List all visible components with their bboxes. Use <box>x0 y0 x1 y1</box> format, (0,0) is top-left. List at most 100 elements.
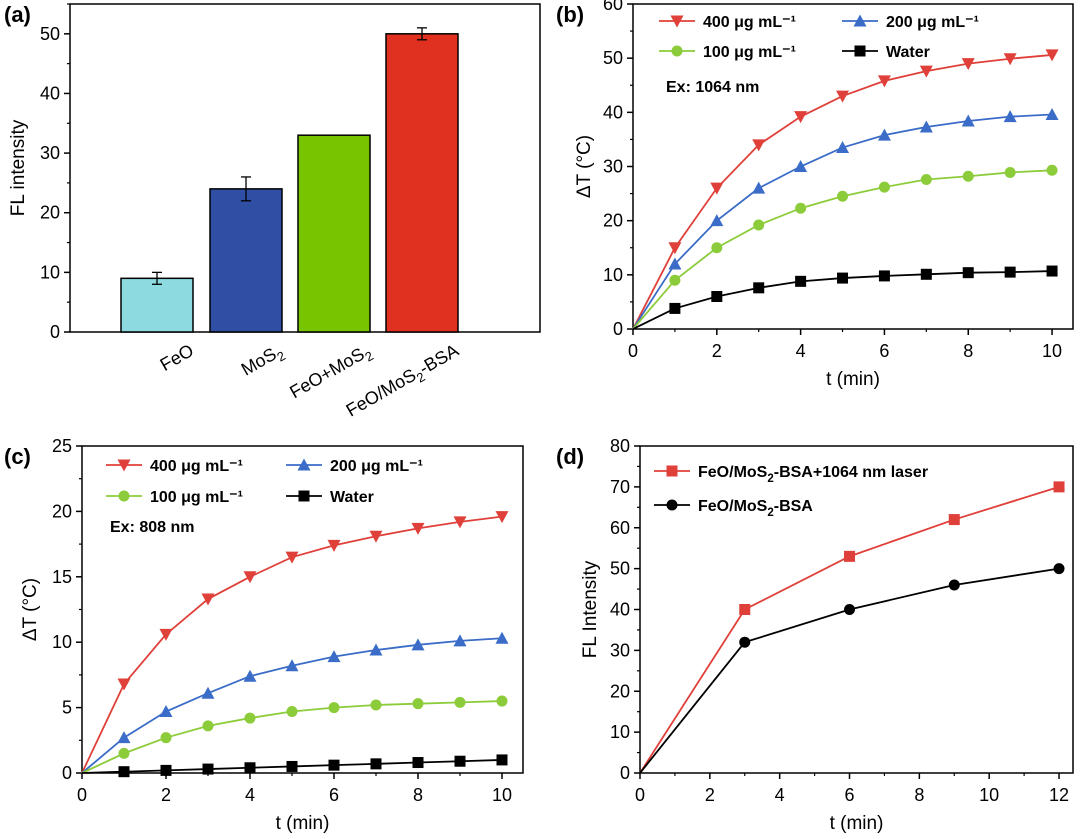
x-tick-label: 0 <box>628 341 638 361</box>
legend-label: 100 μg mL⁻¹ <box>703 44 796 61</box>
data-point <box>1053 563 1065 575</box>
data-point <box>961 58 975 71</box>
data-point <box>1003 53 1017 66</box>
data-point <box>668 242 682 255</box>
data-point <box>711 242 723 254</box>
panel-label: (b) <box>556 2 584 27</box>
data-point <box>118 766 130 778</box>
legend-label: FeO/MoS2-BSA <box>698 498 813 519</box>
x-category-label-base: MoS <box>238 344 280 380</box>
x-tick-label: 10 <box>492 785 512 805</box>
legend-marker <box>666 499 678 511</box>
plot-frame <box>632 3 1074 330</box>
y-tick-label: 50 <box>610 559 630 579</box>
data-point <box>961 114 975 127</box>
y-tick-label: 30 <box>40 143 60 163</box>
excitation-annotation: Ex: 1064 nm <box>666 79 759 96</box>
data-point <box>1046 265 1058 277</box>
data-point <box>454 755 466 767</box>
data-point <box>411 638 425 651</box>
x-tick-label: 4 <box>796 341 806 361</box>
data-point <box>836 141 850 154</box>
y-tick-label: 30 <box>603 157 623 177</box>
x-tick-label: 10 <box>979 785 999 805</box>
x-tick-label: 12 <box>1049 785 1069 805</box>
data-point <box>795 275 807 287</box>
data-point <box>495 511 509 524</box>
legend-label: Water <box>330 489 374 506</box>
legend-marker <box>670 15 684 28</box>
data-point <box>710 214 724 227</box>
data-point <box>243 669 257 682</box>
data-point <box>753 219 765 231</box>
data-point <box>369 530 383 543</box>
legend-label-tail: -BSA <box>774 498 814 515</box>
data-point <box>412 698 424 710</box>
data-point <box>286 706 298 718</box>
data-point <box>739 636 751 648</box>
data-point <box>328 702 340 714</box>
legend-label: FeO/MoS2-BSA+1064 nm laser <box>698 464 928 485</box>
panel-d-line-chart: 0 2 4 6 8 10 12 0 10 20 30 40 50 60 70 80 t (min) FL Inte… <box>556 436 1074 834</box>
data-point <box>753 282 765 294</box>
x-tick-label: 2 <box>712 341 722 361</box>
legend-marker <box>854 45 866 57</box>
x-category-label-tail: -BSA <box>416 340 462 378</box>
bar <box>297 134 371 333</box>
panel-label: (d) <box>556 444 584 469</box>
legend-label: 200 μg mL⁻¹ <box>330 458 423 475</box>
panel-label: (a) <box>4 2 31 27</box>
legend-label-sub: 2 <box>767 507 773 519</box>
x-tick-label: 2 <box>161 785 171 805</box>
data-point <box>285 551 299 564</box>
x-tick-label: 8 <box>914 785 924 805</box>
data-point <box>1053 481 1065 493</box>
data-point <box>948 514 960 526</box>
x-category-label: FeO <box>157 340 197 375</box>
panel-a-bar-chart: 0 10 20 30 40 50 FL intensity (a) FeO MoS2FeO+MoS… <box>4 2 541 421</box>
data-point <box>369 643 383 656</box>
series-line <box>639 486 1060 774</box>
x-category-label-base: FeO+MoS <box>286 344 367 403</box>
bar <box>120 277 194 333</box>
bar <box>209 188 283 333</box>
legend-label-sub: 2 <box>767 473 773 485</box>
data-point <box>411 522 425 535</box>
legend-label-base: FeO/MoS <box>698 498 768 515</box>
x-category-label-base: FeO <box>157 340 197 375</box>
legend-label: Water <box>886 44 930 61</box>
data-point <box>202 720 214 732</box>
y-tick-label: 10 <box>610 722 630 742</box>
data-point <box>1045 108 1059 120</box>
y-axis-label: ΔT (°C) <box>574 135 595 198</box>
data-point <box>496 695 508 707</box>
x-category-label-base: FeO/MoS <box>343 365 420 421</box>
y-tick-label: 25 <box>52 436 72 456</box>
data-point <box>710 182 724 195</box>
legend-marker <box>118 490 130 502</box>
data-point <box>243 571 257 584</box>
data-point <box>948 579 960 591</box>
y-tick-label: 30 <box>610 640 630 660</box>
data-point <box>1004 266 1016 278</box>
data-point <box>739 604 751 615</box>
x-category-label: MoS2 <box>238 340 288 383</box>
data-point <box>370 699 382 711</box>
data-point <box>752 139 766 152</box>
y-tick-label: 15 <box>52 567 72 587</box>
legend-marker <box>671 45 683 57</box>
y-tick-label: 20 <box>603 211 623 231</box>
y-tick-label: 50 <box>603 48 623 68</box>
y-tick-label: 0 <box>620 763 630 783</box>
x-tick-label: 2 <box>705 785 715 805</box>
x-tick-label: 8 <box>413 785 423 805</box>
data-point <box>286 760 298 772</box>
data-point <box>453 634 467 647</box>
data-point <box>285 659 299 672</box>
panel-c-line-chart: 0 2 4 6 8 10 0 5 10 15 20 25 t (min) ΔT (°C) (c) 400 μg… <box>4 436 524 834</box>
data-point <box>920 268 932 280</box>
bar <box>385 33 459 333</box>
data-point <box>201 593 215 606</box>
data-point <box>837 190 849 202</box>
